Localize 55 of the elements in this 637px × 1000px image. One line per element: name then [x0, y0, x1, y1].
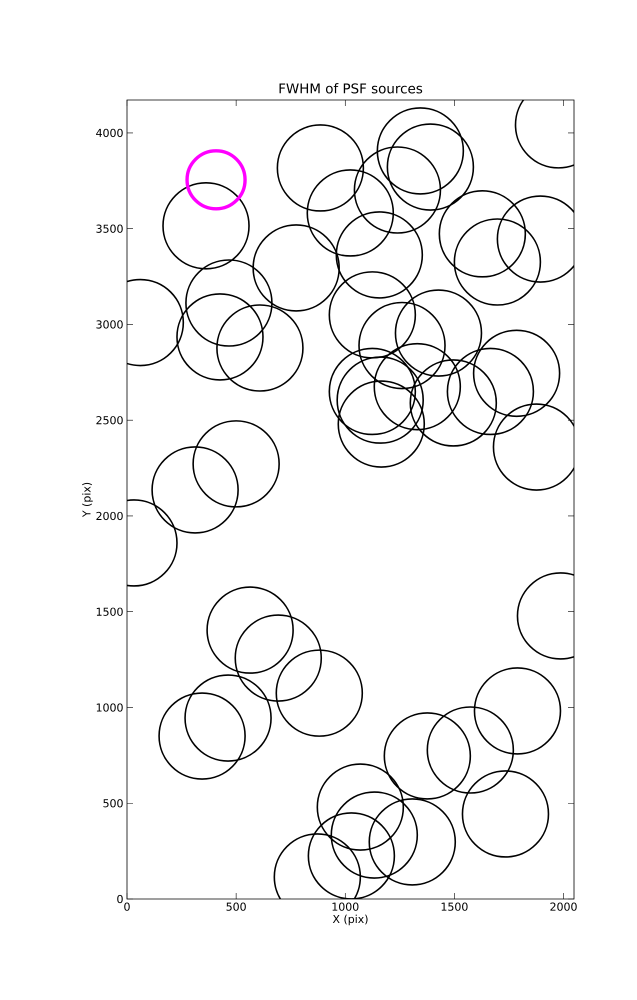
point [328, 348, 416, 436]
point [151, 446, 239, 534]
x-axis-title: X (pix) [332, 914, 368, 926]
point [234, 614, 322, 702]
y-tick-label: 3000 [96, 320, 123, 329]
point [454, 218, 542, 306]
point [328, 271, 416, 359]
point [438, 190, 526, 278]
point [394, 289, 482, 377]
x-tick-label: 0 [124, 902, 130, 911]
point [376, 107, 464, 195]
point [446, 348, 534, 436]
point [472, 329, 560, 418]
y-tick-label: 4000 [96, 128, 123, 138]
point [373, 342, 462, 430]
y-tick-label: 2000 [96, 512, 123, 520]
point [176, 293, 264, 381]
point [337, 380, 426, 468]
y-tick-label: 0 [117, 894, 123, 904]
point [184, 674, 272, 762]
point [185, 149, 247, 211]
point [336, 211, 424, 299]
point [330, 791, 418, 879]
point [474, 667, 562, 755]
x-tick-label: 1000 [332, 902, 358, 911]
point [384, 712, 472, 800]
point [216, 304, 304, 392]
point [426, 706, 514, 794]
point [358, 302, 446, 390]
point [252, 224, 340, 312]
point [158, 692, 246, 780]
point [368, 798, 456, 886]
y-axis-title: Y (pix) [82, 482, 93, 518]
x-tick-label: 2000 [550, 902, 577, 911]
x-tick-label: 500 [226, 902, 246, 911]
chart-title: FWHM of PSF sources [280, 83, 422, 94]
point [336, 356, 424, 444]
y-tick-label: 3500 [96, 224, 123, 233]
point [316, 763, 404, 851]
point [308, 812, 396, 899]
point [275, 649, 364, 737]
y-tick-label: 500 [103, 799, 123, 808]
y-tick-label: 2500 [96, 416, 123, 424]
point [276, 124, 364, 212]
point [192, 420, 280, 508]
point [410, 359, 498, 447]
y-tick-label: 1500 [96, 608, 123, 616]
point [185, 259, 273, 347]
point [386, 123, 474, 211]
x-tick-label: 1500 [442, 902, 468, 911]
point [306, 169, 394, 257]
point [462, 770, 550, 858]
point [206, 586, 294, 674]
point [354, 146, 442, 234]
y-tick-label: 1000 [96, 703, 123, 712]
